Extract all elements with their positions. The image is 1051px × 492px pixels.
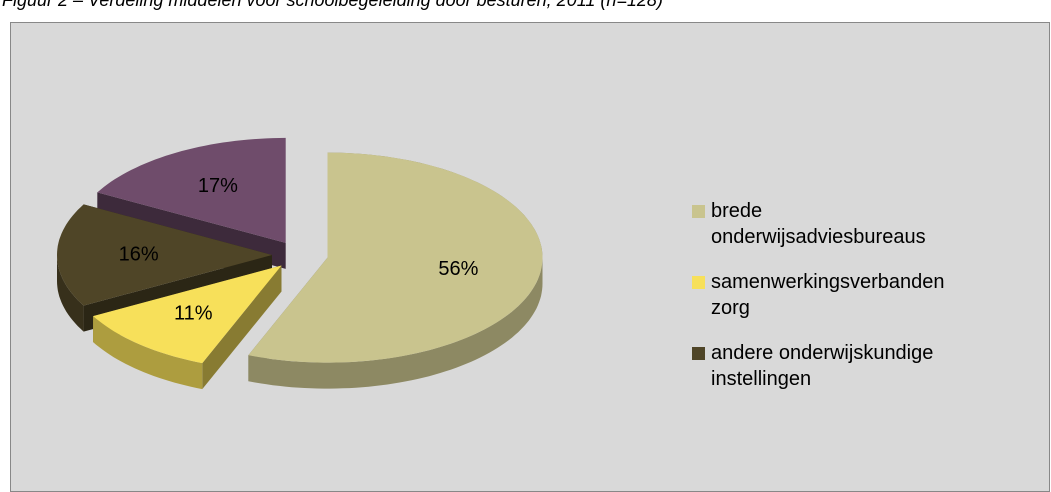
slice <box>93 265 282 364</box>
slice <box>97 137 286 243</box>
legend-label: samenwerkingsverbanden zorg <box>711 271 945 319</box>
slice-side <box>93 316 203 390</box>
data-label: 56% <box>438 258 478 280</box>
legend-swatch <box>692 276 705 289</box>
data-label: 16% <box>119 243 159 265</box>
legend-swatch <box>692 205 705 218</box>
slice-side <box>248 257 543 389</box>
legend: brede onderwijsadviesbureaus samenwerking… <box>692 198 967 411</box>
chart-title: Figuur 2 – Verdeling middelen voor schoo… <box>2 0 663 10</box>
slice <box>248 152 543 363</box>
legend-label: brede onderwijsadviesbureaus <box>711 200 926 248</box>
legend-entry: samenwerkingsverbanden zorg <box>692 269 967 321</box>
slice <box>57 204 272 306</box>
legend-entry: andere onderwijskundige instellingen <box>692 340 967 392</box>
legend-entry: brede onderwijsadviesbureaus <box>692 198 967 250</box>
data-label: 17% <box>198 175 238 197</box>
legend-label: andere onderwijskundige instellingen <box>711 342 934 390</box>
data-label: 11% <box>174 303 213 325</box>
legend-swatch <box>692 347 705 360</box>
slice-side <box>57 255 84 332</box>
